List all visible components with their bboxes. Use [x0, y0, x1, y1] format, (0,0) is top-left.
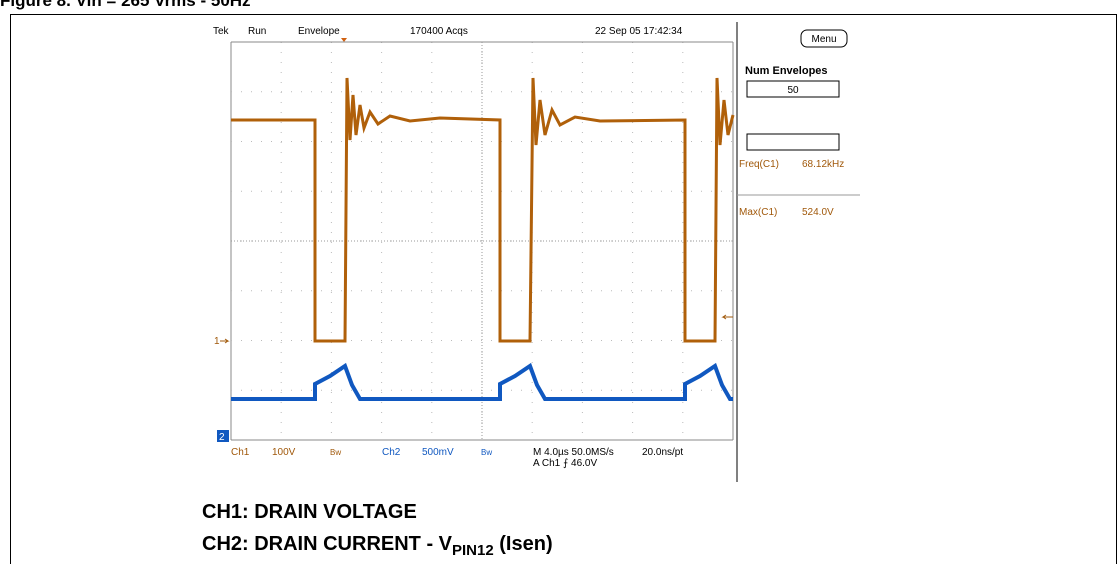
- mode: Envelope: [298, 26, 340, 37]
- resolution: 20.0ns/pt: [642, 447, 683, 458]
- caption: CH1: DRAIN VOLTAGE: [202, 501, 417, 523]
- ch2-marker-bg: [217, 430, 229, 442]
- ch1: Ch1: [231, 447, 250, 458]
- trigger-level: [721, 314, 733, 320]
- state: Run: [248, 26, 266, 37]
- caption-end: (Isen): [494, 533, 553, 555]
- menu-label: Menu: [811, 34, 836, 45]
- ch1-marker: 1: [214, 336, 220, 347]
- meas-name: Max(C1): [739, 207, 777, 218]
- caption: CH2: DRAIN CURRENT - VPIN12 (Isen): [202, 533, 553, 559]
- timebase: M 4.0µs 50.0MS/s: [533, 447, 614, 458]
- menu-button[interactable]: [800, 29, 848, 48]
- caption-text: CH2: DRAIN CURRENT - V: [202, 533, 453, 555]
- bottom-bar: Ch1 100V Bw Ch2 500mV Bw M 4.0µs 50.0MS/…: [231, 447, 683, 469]
- ch1-bw: Bw: [330, 448, 341, 457]
- ch1-arrow: [220, 338, 230, 344]
- panel-heading: Num Envelopes: [745, 65, 828, 77]
- ch2-marker: 2: [219, 432, 225, 443]
- caption-sub: PIN12: [452, 542, 494, 559]
- panel-value: 50: [787, 85, 799, 96]
- timestamp: 22 Sep 05 17:42:34: [595, 26, 683, 37]
- frame: [10, 14, 1117, 569]
- brand: Tek: [213, 26, 230, 37]
- figure-title: Figure 8. Vin = 265 Vrms - 50Hz: [0, 0, 251, 10]
- value-box: [746, 80, 840, 98]
- meas-value: 524.0V: [802, 207, 834, 218]
- ch2: Ch2: [382, 447, 401, 458]
- status-bar: Tek Run Envelope 170400 Acqs 22 Sep 05 1…: [213, 26, 683, 37]
- meas-value: 68.12kHz: [802, 159, 844, 170]
- ch2-bw: Bw: [481, 448, 492, 457]
- trigger-pos: [341, 38, 347, 42]
- ch1-scale: 100V: [272, 447, 296, 458]
- acquisitions: 170400 Acqs: [410, 26, 468, 37]
- graticule: [230, 41, 734, 441]
- ch2-trace: [231, 362, 733, 401]
- empty-box: [746, 133, 840, 151]
- ch1-trace: [231, 77, 735, 343]
- meas-name: Freq(C1): [739, 159, 779, 170]
- ch2-scale: 500mV: [422, 447, 454, 458]
- trigger: A Ch1 ⨍ 46.0V: [533, 458, 597, 469]
